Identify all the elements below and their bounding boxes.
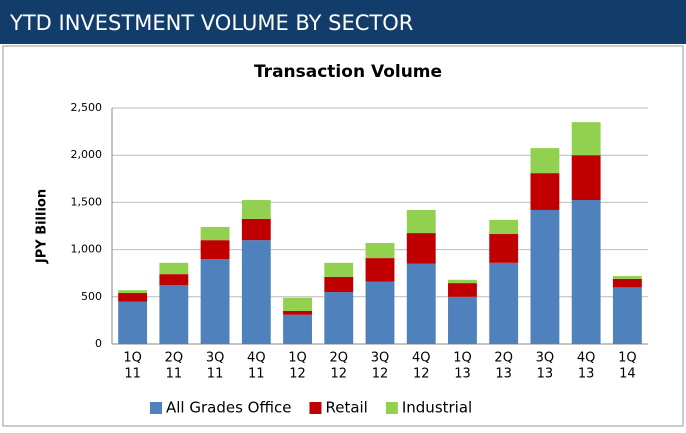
header-title: YTD INVESTMENT VOLUME BY SECTOR — [9, 11, 413, 35]
x-tick-label: 12 — [289, 367, 306, 382]
bar-segment — [365, 258, 395, 282]
x-tick-label: 1Q — [288, 351, 307, 366]
legend-swatch — [309, 402, 322, 414]
bar-segment — [448, 296, 477, 344]
bar-segment — [530, 173, 560, 210]
chart-panel — [2, 45, 684, 427]
x-tick-label: 4Q — [247, 351, 266, 366]
bar-segment — [365, 242, 395, 259]
y-tick-label: 2,500 — [71, 101, 103, 114]
bar-segment — [489, 262, 519, 344]
bar-segment — [241, 218, 271, 241]
legend-label: All Grades Office — [166, 399, 291, 417]
bar-segment — [118, 301, 148, 344]
x-tick-label: 11 — [248, 367, 265, 382]
chart-title: Transaction Volume — [254, 62, 442, 82]
bar-segment — [159, 274, 189, 285]
x-tick-label: 13 — [537, 367, 554, 382]
bar-segment — [530, 209, 560, 344]
legend-label: Industrial — [402, 399, 472, 417]
bar-segment — [612, 278, 642, 288]
bar-segment — [283, 314, 312, 344]
bar-segment — [612, 287, 642, 344]
bar-segment — [200, 226, 230, 241]
bar-segment — [571, 122, 601, 156]
bar-segment — [489, 219, 519, 235]
x-tick-label: 2Q — [165, 351, 184, 366]
y-axis-label: JPY Billion — [35, 189, 50, 264]
y-tick-label: 2,000 — [71, 148, 103, 161]
x-tick-label: 11 — [166, 367, 183, 382]
bar-segment — [448, 283, 477, 297]
x-tick-label: 12 — [330, 367, 347, 382]
bar-segment — [530, 148, 560, 174]
y-tick-label: 1,500 — [71, 195, 103, 208]
bar-segment — [241, 240, 271, 344]
bar-segment — [571, 200, 601, 344]
bar-segment — [571, 155, 601, 201]
y-tick-label: 0 — [95, 337, 102, 350]
x-tick-label: 14 — [619, 367, 636, 382]
x-tick-label: 12 — [413, 367, 430, 382]
x-tick-label: 13 — [578, 367, 595, 382]
header-bar — [0, 0, 686, 44]
bar-segment — [241, 200, 271, 219]
x-tick-label: 3Q — [371, 351, 390, 366]
bar-segment — [365, 281, 395, 344]
x-tick-label: 12 — [372, 367, 389, 382]
x-tick-label: 2Q — [330, 351, 349, 366]
x-tick-label: 13 — [454, 367, 471, 382]
x-tick-label: 3Q — [206, 351, 225, 366]
bar-segment — [159, 262, 189, 275]
legend-swatch — [150, 402, 162, 414]
bar-segment — [448, 279, 477, 284]
bar-segment — [406, 263, 436, 344]
bar-segment — [118, 293, 148, 302]
bar-segment — [324, 262, 354, 277]
x-tick-label: 4Q — [577, 351, 596, 366]
bar-segment — [283, 310, 312, 315]
y-tick-label: 1,000 — [71, 243, 103, 256]
bar-segment — [159, 285, 189, 344]
y-tick-label: 500 — [81, 290, 102, 303]
x-tick-label: 2Q — [494, 351, 513, 366]
x-tick-label: 1Q — [123, 351, 142, 366]
bar-segment — [118, 290, 148, 294]
legend-swatch — [385, 402, 398, 414]
x-tick-label: 1Q — [618, 351, 637, 366]
bar-segment — [406, 233, 436, 264]
bar-segment — [406, 209, 436, 234]
bar-segment — [200, 259, 230, 344]
bar-segment — [324, 276, 354, 293]
x-tick-label: 1Q — [453, 351, 472, 366]
bar-segment — [612, 276, 642, 279]
bar-segment — [489, 234, 519, 263]
legend-label: Retail — [325, 399, 367, 417]
x-tick-label: 11 — [124, 367, 141, 382]
x-tick-label: 13 — [495, 367, 512, 382]
x-tick-label: 4Q — [412, 351, 431, 366]
bar-segment — [324, 292, 354, 344]
x-tick-label: 3Q — [536, 351, 555, 366]
bar-segment — [283, 297, 312, 311]
bar-segment — [200, 240, 230, 260]
x-tick-label: 11 — [207, 367, 224, 382]
